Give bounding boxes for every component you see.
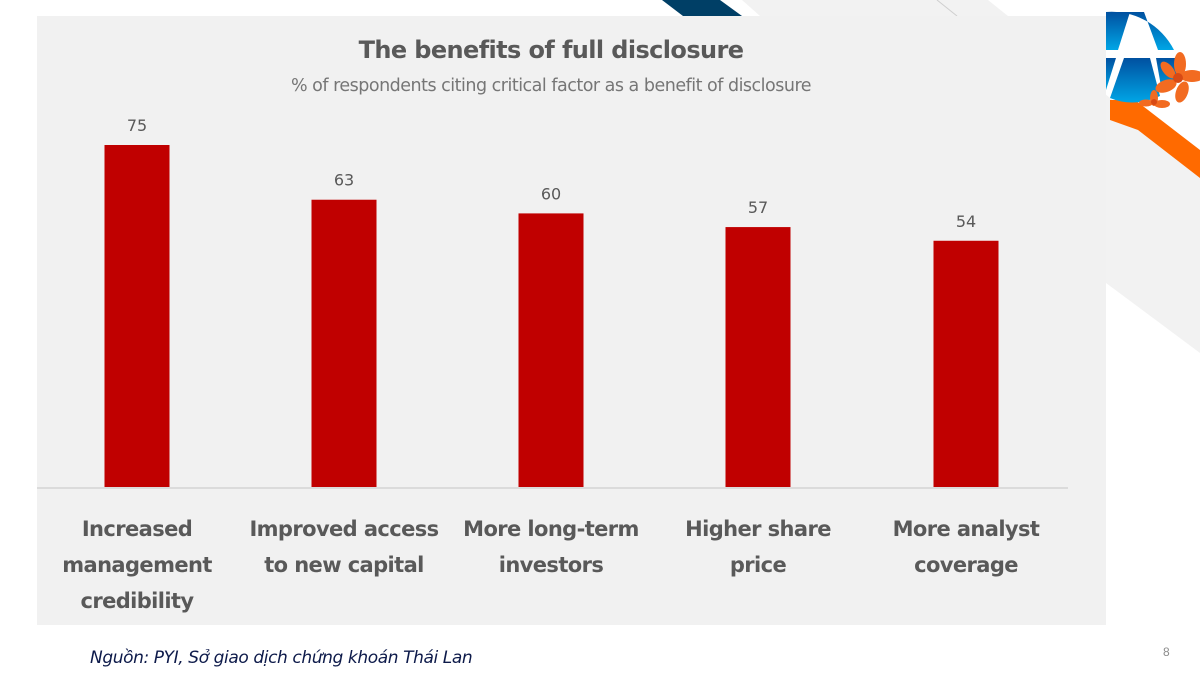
navy-stripe [662, 0, 742, 16]
data-label-2: 63 [334, 171, 354, 190]
airplane-flower-logo-icon [1106, 11, 1200, 108]
data-label-1: 75 [127, 116, 147, 135]
thin-grey-line [936, 0, 958, 17]
category-label-1-line-1: Increased [82, 517, 192, 541]
chart-title: The benefits of full disclosure [359, 36, 744, 64]
bar-4 [725, 227, 791, 487]
orange-stripe [1110, 100, 1200, 178]
bar-3 [518, 213, 584, 487]
category-label-3-line-2: investors [499, 553, 604, 577]
flower-icon [1139, 52, 1200, 108]
bars-group: 75 63 60 57 54 [104, 116, 999, 487]
category-label-4-line-2: price [730, 553, 787, 577]
category-label-3-line-1: More long-term [463, 517, 639, 541]
category-label-5-line-1: More analyst [893, 517, 1040, 541]
category-label-2-line-2: to new capital [264, 553, 424, 577]
page-number: 8 [1163, 645, 1170, 659]
bar-5 [933, 240, 999, 487]
chart-panel: The benefits of full disclosure % of res… [37, 16, 1106, 625]
category-label-1-line-2: management [62, 553, 212, 577]
chart-subtitle: % of respondents citing critical factor … [291, 76, 811, 96]
category-label-1-line-3: credibility [80, 589, 194, 613]
category-labels-group: Increased management credibility Improved a… [62, 517, 1040, 613]
bar-1 [104, 145, 170, 487]
category-label-2-line-1: Improved access [249, 517, 438, 541]
bar-chart: The benefits of full disclosure % of res… [37, 36, 1068, 613]
data-label-5: 54 [956, 212, 976, 231]
bar-2 [311, 199, 377, 487]
grey-block-right [1106, 160, 1200, 353]
source-note: Nguồn: PYI, Sở giao dịch chứng khoán Thá… [90, 648, 473, 668]
category-label-5-line-2: coverage [914, 553, 1018, 577]
category-label-4-line-1: Higher share [685, 517, 831, 541]
data-label-3: 60 [541, 184, 561, 203]
data-label-4: 57 [748, 198, 768, 217]
grey-diagonal-right [1106, 282, 1200, 675]
